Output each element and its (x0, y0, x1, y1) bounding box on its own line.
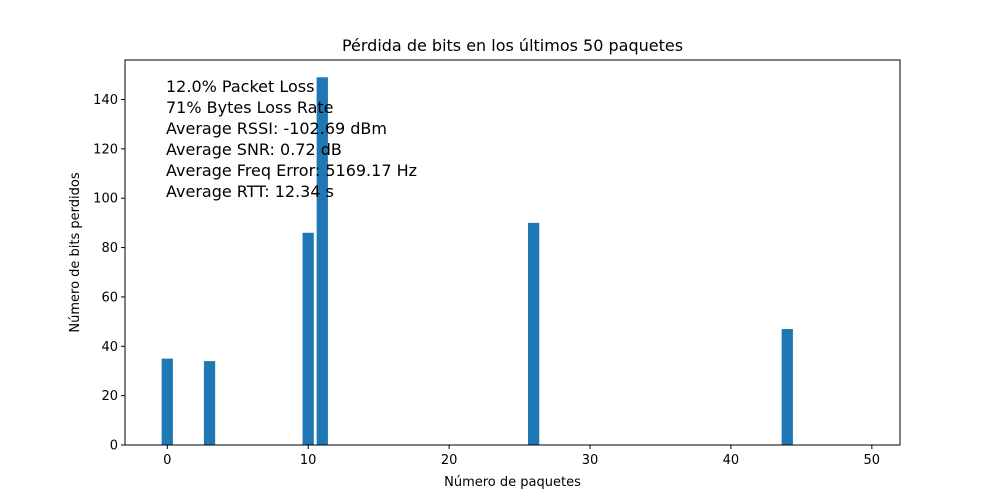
bar-2 (302, 232, 314, 445)
x-tick-label: 20 (441, 453, 458, 468)
bar-4 (528, 222, 540, 445)
x-tick-label: 50 (864, 453, 881, 468)
y-tick-label: 40 (101, 340, 118, 355)
y-tick-label: 80 (101, 241, 118, 256)
x-tick-label: 0 (163, 453, 171, 468)
x-tick-label: 30 (582, 453, 599, 468)
y-tick-label: 60 (101, 290, 118, 305)
y-tick-label: 140 (93, 93, 118, 108)
annotation-line: Average SNR: 0.72 dB (166, 140, 342, 159)
stats-annotation: 12.0% Packet Loss 71% Bytes Loss Rate Aver… (166, 77, 417, 201)
y-tick-label: 100 (93, 192, 118, 207)
bar-3 (316, 77, 328, 446)
y-axis-ticks: 0 20 40 60 80 100 120 140 (93, 93, 125, 454)
y-axis-label: Número de bits perdidos (68, 172, 83, 332)
chart-title: Pérdida de bits en los últimos 50 paquet… (342, 36, 683, 55)
annotation-line: 12.0% Packet Loss (166, 77, 314, 96)
annotation-line: Average RTT: 12.34 s (166, 182, 334, 201)
x-axis-ticks: 0 10 20 30 40 50 (163, 445, 880, 468)
annotation-line: Average RSSI: -102.69 dBm (166, 119, 387, 138)
y-tick-label: 20 (101, 389, 118, 404)
annotation-line: Average Freq Error: 5169.17 Hz (166, 161, 417, 180)
bars-group (161, 77, 793, 446)
plot-frame (124, 59, 901, 446)
x-axis-label: Número de paquetes (444, 475, 581, 490)
bar-1 (203, 361, 216, 445)
bar-0 (161, 358, 173, 445)
bar-5 (781, 329, 793, 445)
x-tick-label: 40 (723, 453, 740, 468)
annotation-line: 71% Bytes Loss Rate (166, 98, 334, 117)
y-tick-label: 0 (110, 439, 118, 454)
y-tick-label: 120 (93, 142, 118, 157)
x-tick-label: 10 (300, 453, 317, 468)
